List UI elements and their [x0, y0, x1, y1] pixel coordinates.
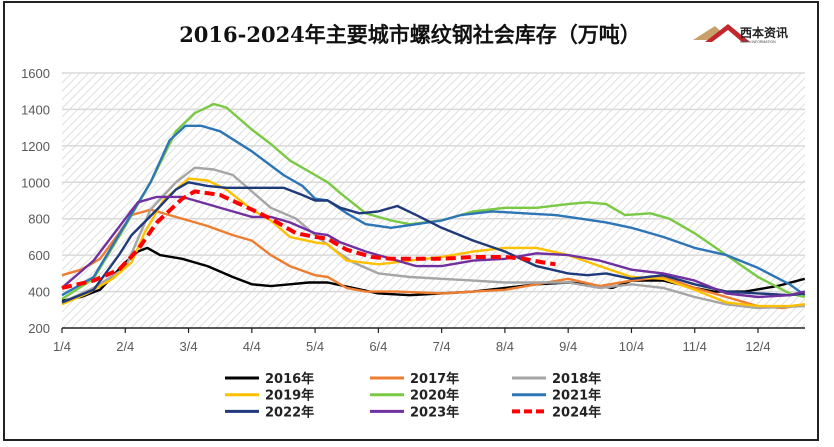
- x-tick-label: 9/4: [559, 339, 577, 354]
- series-line-2018: [61, 166, 805, 310]
- x-tick-label: 2/4: [116, 339, 134, 354]
- y-tick-label: 1600: [21, 66, 50, 81]
- logo: 西本资讯 XIBEN INFORMATION: [693, 24, 788, 44]
- series-line-2022: [61, 181, 805, 304]
- x-tick-label: 11/4: [683, 339, 707, 354]
- legend-label: 2016年: [265, 371, 314, 387]
- y-tick-label: 200: [28, 321, 50, 336]
- legend-label: 2018年: [552, 371, 601, 387]
- chart-border: [3, 1, 819, 441]
- x-tick-label: 10/4: [619, 339, 644, 354]
- y-tick-label: 1000: [21, 175, 50, 190]
- legend-label: 2021年: [552, 388, 601, 404]
- series-line-2024: [61, 189, 556, 290]
- x-tick-label: 8/4: [496, 339, 514, 354]
- logo-text: 西本资讯: [740, 25, 788, 40]
- series-line-2020: [61, 102, 806, 300]
- legend-label: 2023年: [410, 404, 459, 420]
- legend-label: 2022年: [265, 404, 314, 420]
- series-line-2021: [61, 124, 806, 297]
- legend-label: 2020年: [410, 388, 459, 404]
- x-tick-label: 7/4: [433, 339, 451, 354]
- series-line-2023: [61, 195, 806, 299]
- y-tick-label: 800: [28, 212, 50, 227]
- y-tick-label: 1400: [21, 102, 50, 117]
- x-tick-label: 6/4: [369, 339, 387, 354]
- x-tick-label: 3/4: [180, 339, 198, 354]
- chart-title: 2016-2024年主要城市螺纹钢社会库存（万吨）: [179, 22, 641, 47]
- legend-label: 2019年: [265, 388, 314, 404]
- x-tick-label: 5/4: [306, 339, 324, 354]
- logo-subtext: XIBEN INFORMATION: [740, 40, 776, 44]
- y-tick-label: 600: [28, 248, 50, 263]
- x-tick-label: 12/4: [745, 339, 770, 354]
- y-tick-label: 400: [28, 285, 50, 300]
- x-tick-label: 1/4: [53, 339, 71, 354]
- legend-label: 2017年: [410, 371, 459, 387]
- x-tick-label: 4/4: [243, 339, 261, 354]
- legend-label: 2024年: [552, 404, 601, 420]
- y-tick-label: 1200: [21, 139, 50, 154]
